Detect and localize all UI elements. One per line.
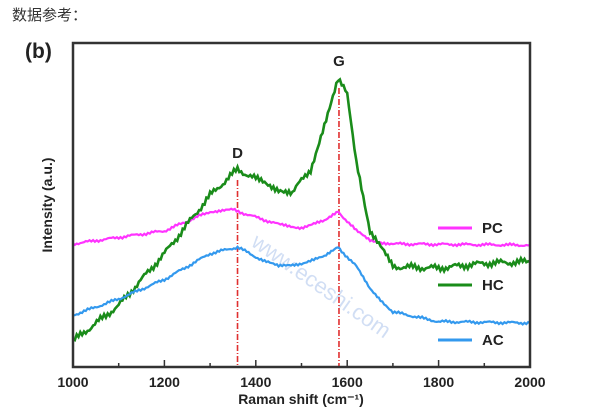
series-line-pc bbox=[72, 207, 531, 248]
legend-label-ac: AC bbox=[482, 332, 504, 349]
annotation-label-D: D bbox=[232, 145, 243, 162]
x-tick-label: 1200 bbox=[149, 374, 180, 390]
plot-frame bbox=[71, 41, 532, 369]
caption: 数据参考： bbox=[12, 6, 88, 24]
x-tick-label: 1600 bbox=[332, 374, 363, 390]
annotation-label-G: G bbox=[333, 53, 345, 70]
x-tick-label: 1800 bbox=[423, 374, 454, 390]
x-tick-label: 1000 bbox=[57, 374, 88, 390]
y-axis-label: Intensity (a.u.) bbox=[39, 158, 55, 253]
series-line-hc bbox=[72, 77, 531, 343]
legend-label-hc: HC bbox=[482, 277, 504, 294]
legend-label-pc: PC bbox=[482, 220, 503, 237]
panel-label: (b) bbox=[25, 40, 52, 63]
watermark: www.eceshi.com bbox=[246, 228, 395, 343]
x-tick-label: 2000 bbox=[514, 374, 545, 390]
watermark-text: www.eceshi.com bbox=[246, 228, 395, 343]
x-tick-label: 1400 bbox=[240, 374, 271, 390]
x-axis-label: Raman shift (cm⁻¹) bbox=[238, 391, 364, 407]
series-line-ac bbox=[72, 245, 531, 326]
